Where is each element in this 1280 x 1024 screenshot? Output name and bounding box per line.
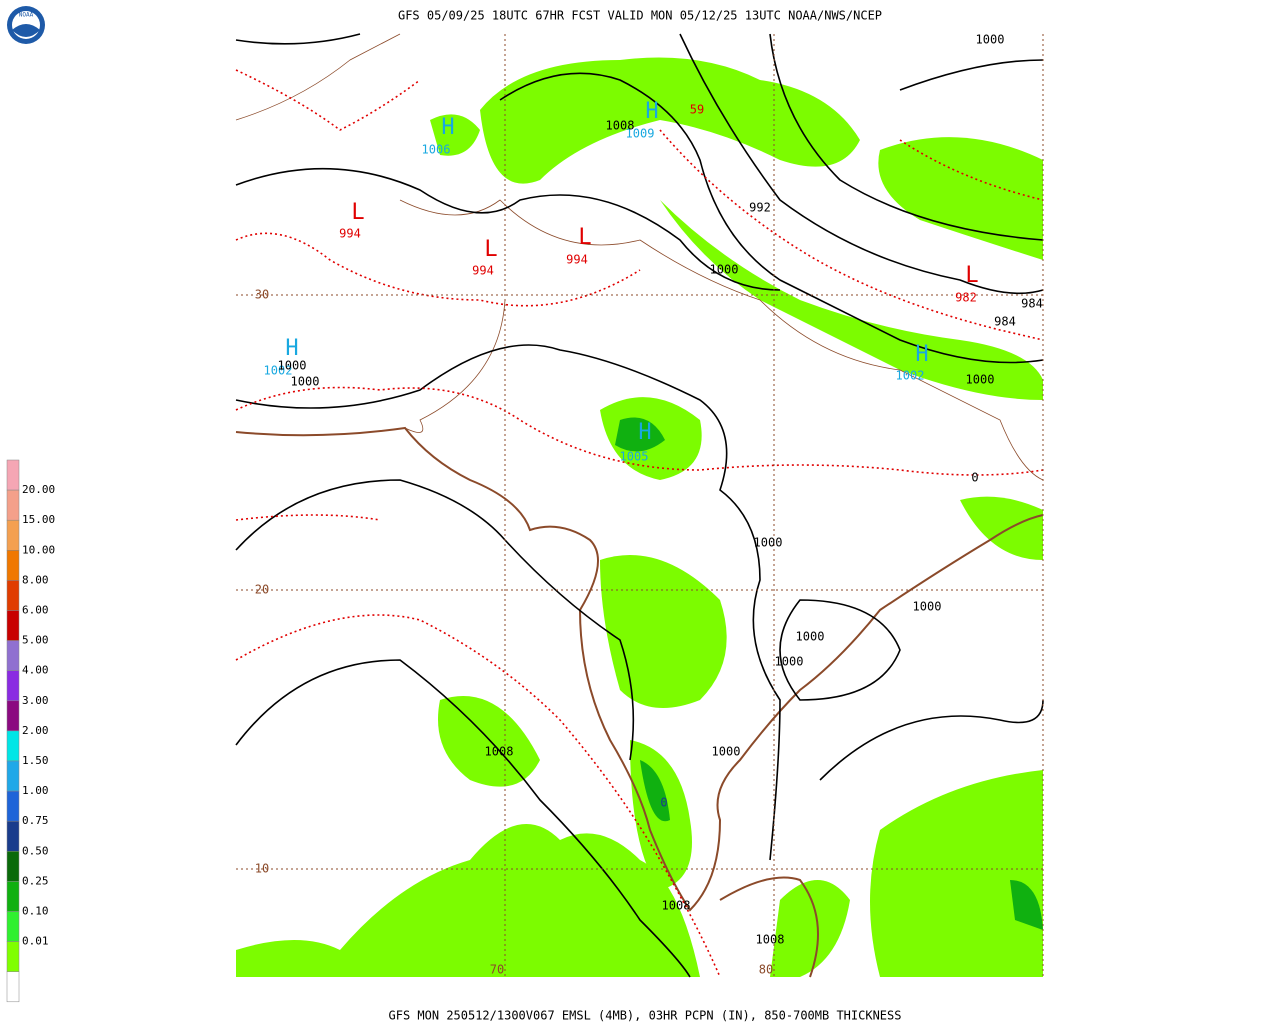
lon-label: 80: [759, 963, 773, 977]
lat-label: 10: [255, 862, 269, 876]
lat-label: 20: [255, 583, 269, 597]
legend-swatch: [6, 820, 20, 852]
legend-label: 0.10: [22, 905, 49, 918]
isobar-label: 984: [994, 315, 1016, 329]
legend-label: 0.75: [22, 814, 49, 827]
logo-text: NOAA: [19, 12, 34, 19]
pressure-center-letter: H: [638, 420, 651, 445]
legend-label: 5.00: [22, 634, 49, 647]
borders: [235, 33, 1044, 481]
chart-title: GFS 05/09/25 18UTC 67HR FCST VALID MON 0…: [398, 9, 882, 23]
isobar-label: 1000: [913, 600, 942, 614]
pressure-center-letter: L: [351, 200, 364, 225]
legend-label: 0.01: [22, 935, 49, 948]
pressure-center-letter: L: [484, 237, 497, 262]
isobar-label: 1008: [606, 119, 635, 133]
legend-label: 2.00: [22, 724, 49, 737]
legend-swatch: [6, 550, 20, 581]
thickness-label: 59: [690, 103, 704, 117]
isobar-label: 1008: [485, 745, 514, 759]
legend: 20.00 15.00 10.00 8.00 6.00 5.00 4.00 3.00 2.00 1…: [6, 459, 55, 1003]
legend-label: 3.00: [22, 694, 49, 707]
pressure-center-letter: H: [645, 99, 658, 124]
legend-label: 1.50: [22, 754, 49, 767]
map: 30 20 10 70 80 H 1009 H 1006 L 994 L 994…: [235, 33, 1044, 978]
legend-label: 4.00: [22, 664, 49, 677]
pressure-center-value: 1002: [264, 364, 293, 378]
precip-core: [615, 417, 1043, 930]
pressure-center-letter: L: [578, 225, 591, 250]
isobar-label: 1000: [976, 33, 1005, 47]
thickness-contours: [235, 69, 1044, 978]
pressure-center-letter: H: [441, 115, 454, 140]
isobar-label: 1000: [278, 359, 307, 373]
pressure-center-value: 1006: [422, 143, 451, 157]
isobar-label: 1000: [775, 655, 804, 669]
pressure-center-value: 994: [472, 264, 494, 278]
legend-swatch: [6, 459, 20, 491]
legend-swatch: [6, 580, 20, 611]
legend-label: 15.00: [22, 513, 55, 526]
legend-label: 6.00: [22, 604, 49, 617]
legend-label: 1.00: [22, 784, 49, 797]
legend-swatch: [6, 881, 20, 912]
isobar-label: 1008: [756, 933, 785, 947]
legend-swatch: [6, 489, 20, 521]
pressure-center-value: 1009: [626, 127, 655, 141]
isobar-label: 1000: [710, 263, 739, 277]
legend-label: 0.25: [22, 874, 49, 887]
legend-swatch: [6, 971, 20, 1003]
pressure-center-letter: L: [965, 263, 978, 288]
legend-label: 0.50: [22, 844, 49, 857]
isobar-label: 1000: [966, 373, 995, 387]
legend-swatch: [6, 700, 20, 732]
isobar-label: 0: [971, 471, 978, 485]
isobar-label: 992: [749, 201, 771, 215]
graticule: [236, 34, 1044, 977]
pressure-center-letter: H: [915, 342, 928, 367]
isobar-label: 984: [1021, 297, 1043, 311]
legend-label: 8.00: [22, 573, 49, 586]
isobar-label: 1000: [754, 536, 783, 550]
legend-swatch: [6, 851, 20, 882]
pressure-center-value: 994: [566, 253, 588, 267]
legend-swatch: [6, 911, 20, 942]
lat-label: 30: [255, 288, 269, 302]
coastline: [235, 426, 1044, 978]
legend-label: 10.00: [22, 543, 55, 556]
lon-label: 70: [490, 963, 504, 977]
legend-swatch: [6, 610, 20, 641]
legend-swatch: [6, 640, 20, 671]
isobar-label: 1000: [796, 630, 825, 644]
isobar-label: 1008: [662, 899, 691, 913]
noaa-logo: NOAA: [7, 6, 45, 44]
pressure-center-letter: H: [285, 336, 298, 361]
footer-caption: GFS MON 250512/1300V067 EMSL (4MB), 03HR…: [389, 1009, 902, 1023]
legend-swatch: [6, 941, 20, 972]
thickness-label: 0: [660, 796, 667, 810]
legend-swatch: [6, 760, 20, 792]
pressure-center-value: 994: [339, 227, 361, 241]
legend-swatch: [6, 670, 20, 702]
isobar-label: 1000: [712, 745, 741, 759]
legend-label: 20.00: [22, 483, 55, 496]
pressure-center-value: 1002: [896, 369, 925, 383]
pressure-center-value: 982: [955, 291, 977, 305]
pressure-center-value: 1005: [620, 450, 649, 464]
legend-swatch: [6, 730, 20, 762]
legend-swatch: [6, 519, 20, 551]
isobar-label: 1000: [291, 375, 320, 389]
legend-swatch: [6, 790, 20, 822]
